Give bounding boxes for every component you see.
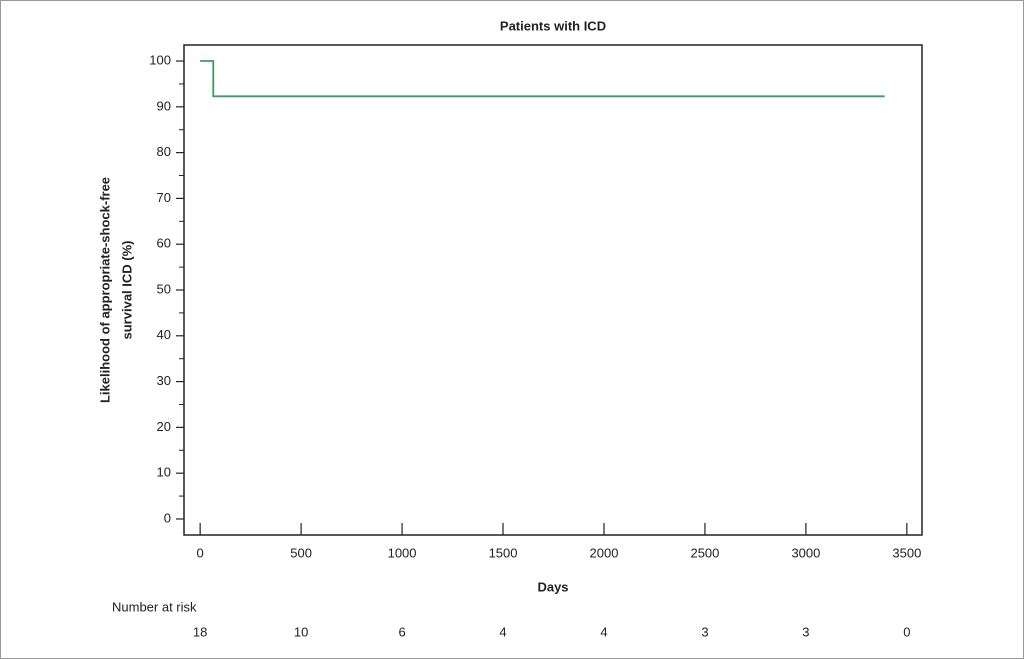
y-axis-label: Likelihood of appropriate-shock-free xyxy=(97,177,112,403)
x-tick-label: 500 xyxy=(290,545,312,560)
x-tick-label: 1500 xyxy=(489,545,518,560)
risk-count: 4 xyxy=(600,624,607,639)
y-tick-label: 70 xyxy=(157,190,171,205)
risk-table-title: Number at risk xyxy=(112,599,197,614)
y-tick-label: 60 xyxy=(157,236,171,251)
chart-title: Patients with ICD xyxy=(500,18,606,33)
x-tick-label: 0 xyxy=(197,545,204,560)
x-tick-label: 2000 xyxy=(590,545,619,560)
x-tick-label: 3000 xyxy=(791,545,820,560)
y-tick-label: 30 xyxy=(157,373,171,388)
x-tick-label: 3500 xyxy=(892,545,921,560)
risk-count: 3 xyxy=(802,624,809,639)
y-tick-label: 0 xyxy=(164,510,171,525)
risk-count: 6 xyxy=(398,624,405,639)
x-tick-label: 2500 xyxy=(690,545,719,560)
y-tick-label: 80 xyxy=(157,144,171,159)
risk-count: 18 xyxy=(193,624,207,639)
y-tick-label: 100 xyxy=(149,52,171,67)
x-tick-label: 1000 xyxy=(388,545,417,560)
risk-count: 3 xyxy=(701,624,708,639)
survival-curve xyxy=(200,60,885,98)
risk-count: 0 xyxy=(903,624,910,639)
y-axis-label: survival ICD (%) xyxy=(119,241,134,340)
risk-count: 10 xyxy=(294,624,308,639)
y-tick-label: 20 xyxy=(157,419,171,434)
x-axis-label: Days xyxy=(537,579,568,594)
y-tick-label: 40 xyxy=(157,327,171,342)
y-tick-label: 90 xyxy=(157,98,171,113)
y-tick-label: 50 xyxy=(157,281,171,296)
risk-count: 4 xyxy=(499,624,506,639)
y-tick-label: 10 xyxy=(157,465,171,480)
